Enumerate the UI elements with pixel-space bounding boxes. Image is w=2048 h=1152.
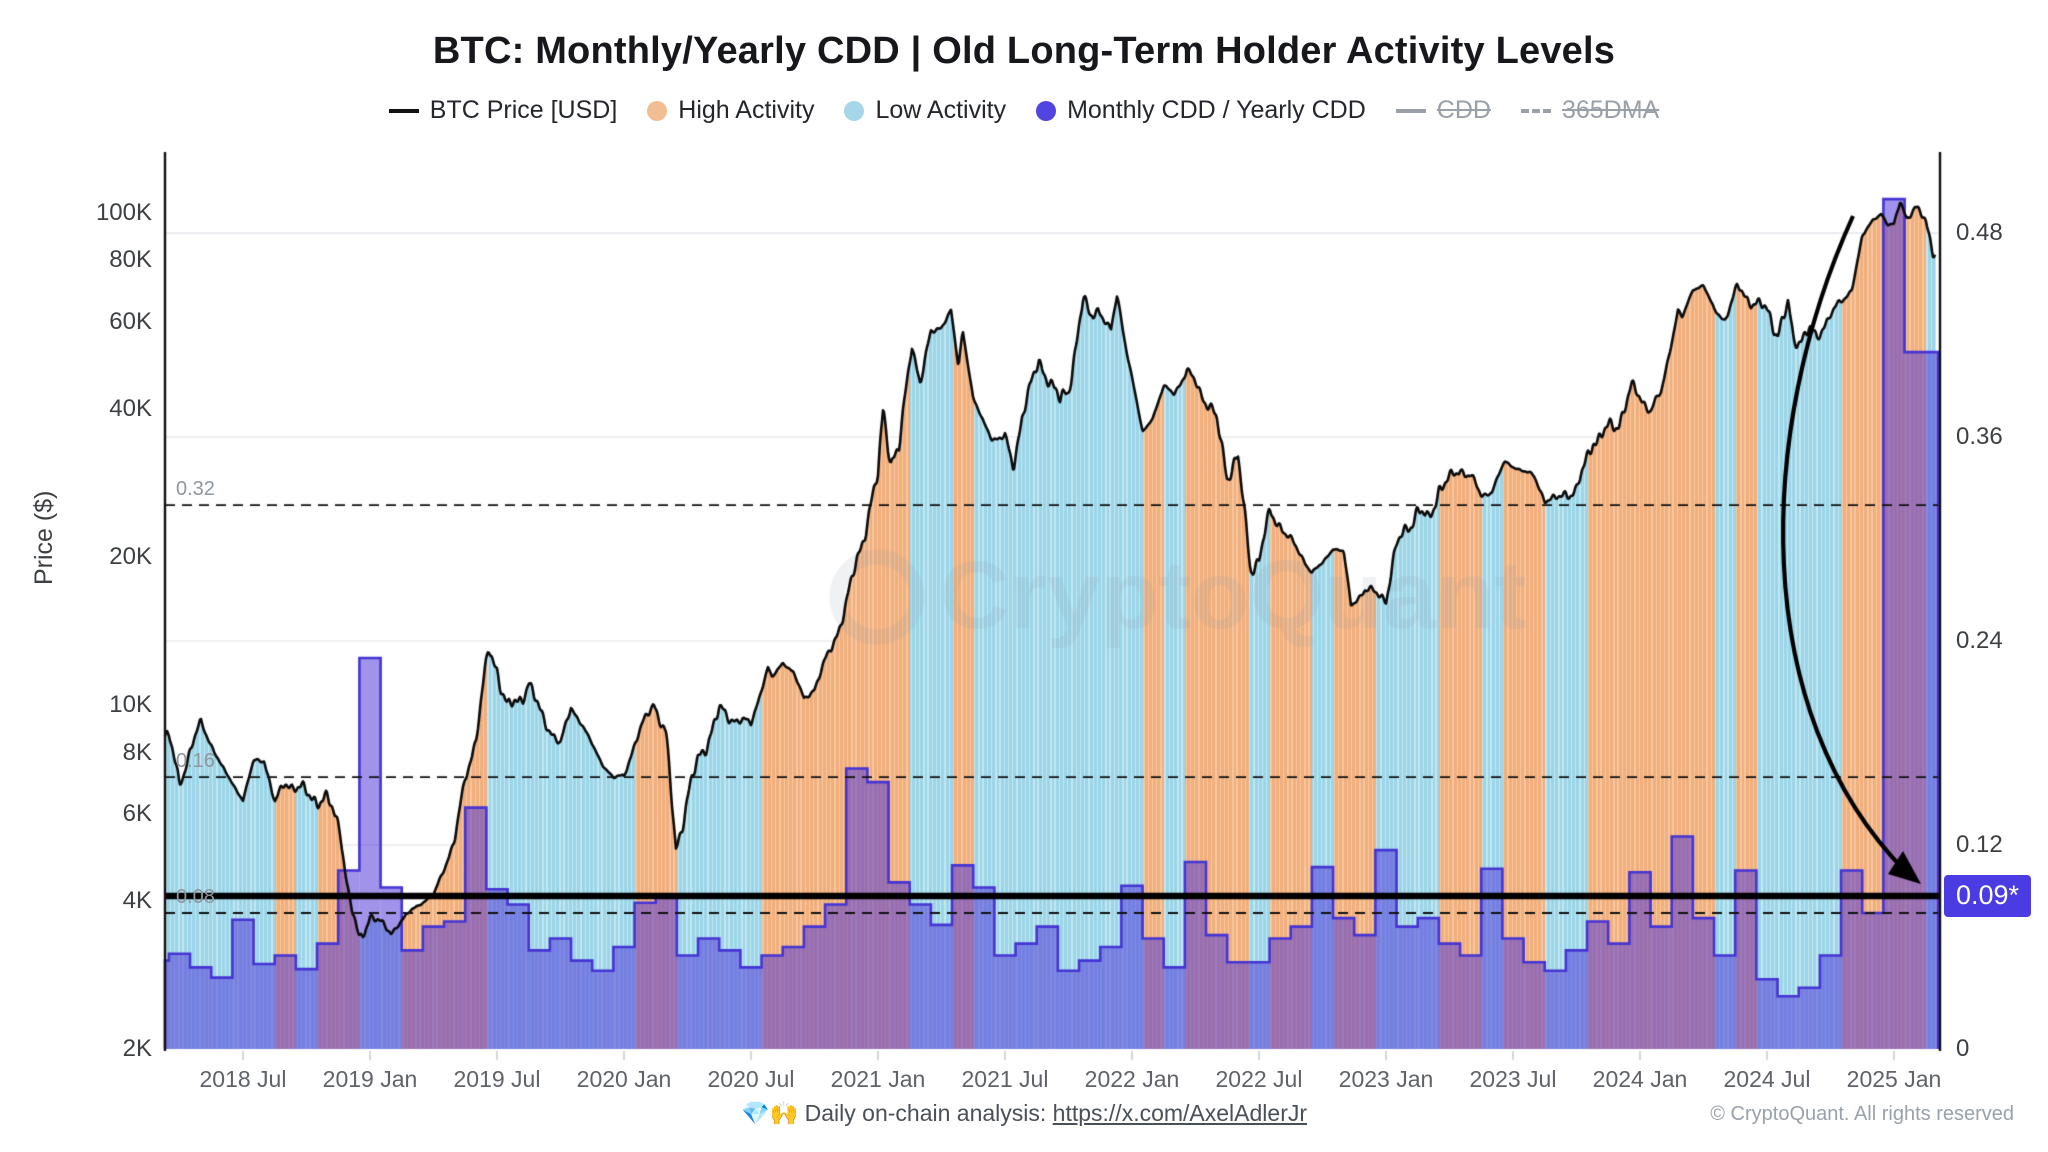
x-axis-tick-2021-Jan: 2021 Jan [830,1066,926,1092]
chart-legend: BTC Price [USD] High Activity Low Activi… [0,96,2048,125]
cdd-ratio-dot-icon [1036,100,1057,121]
legend-label-high-activity: High Activity [678,96,815,124]
right-axis-tick-0: 0 [1956,1035,1970,1062]
legend-label-low-activity: Low Activity [875,96,1007,124]
threshold-label-0.16: 0.16 [176,750,215,773]
x-axis-tick-2021-Jul: 2021 Jul [961,1066,1049,1092]
legend-item-365dma-disabled[interactable]: 365DMA [1520,96,1660,125]
x-axis-tick-2022-Jul: 2022 Jul [1215,1066,1303,1092]
left-axis-tick-40K: 40K [109,394,152,422]
x-axis-tick-2022-Jan: 2022 Jan [1084,1066,1180,1092]
x-axis-tick-2020-Jan: 2020 Jan [576,1066,672,1092]
legend-label-365dma-disabled: 365DMA [1561,96,1660,124]
x-axis-tick-2023-Jan: 2023 Jan [1338,1066,1434,1092]
legend-item-cdd-ratio[interactable]: Monthly CDD / Yearly CDD [1036,96,1366,125]
dma-dashed-swatch-icon [1520,108,1551,113]
left-axis-tick-60K: 60K [109,307,152,335]
legend-item-btc-price[interactable]: BTC Price [USD] [388,96,618,125]
right-axis-tick-0.24: 0.24 [1956,627,2003,655]
left-axis-tick-80K: 80K [109,246,152,274]
left-axis-tick-6K: 6K [122,800,152,828]
right-axis-tick-0.36: 0.36 [1956,423,2003,451]
left-axis-tick-4K: 4K [122,886,152,914]
legend-item-low-activity[interactable]: Low Activity [844,96,1006,125]
x-axis-tick-2025-Jan: 2025 Jan [1846,1066,1942,1092]
left-axis-tick-10K: 10K [109,690,152,718]
left-axis-tick-20K: 20K [109,542,152,570]
current-value-badge: 0.09* [1944,875,2032,918]
low-activity-dot-icon [844,100,865,121]
x-axis-tick-2020-Jul: 2020 Jul [707,1066,795,1092]
legend-item-cdd-disabled[interactable]: CDD [1395,96,1491,125]
x-axis-tick-2024-Jul: 2024 Jul [1723,1066,1811,1092]
x-axis-tick-2019-Jul: 2019 Jul [453,1066,541,1092]
threshold-label-0.32: 0.32 [176,478,215,501]
x-axis-tick-2023-Jul: 2023 Jul [1469,1066,1557,1092]
copyright-note: © CryptoQuant. All rights reserved [1710,1103,2014,1125]
left-axis-tick-100K: 100K [95,198,152,226]
x-axis-tick-2024-Jan: 2024 Jan [1592,1066,1688,1092]
threshold-label-0.08: 0.08 [176,886,215,908]
left-axis-title: Price ($) [30,490,58,585]
legend-label-btc-price: BTC Price [USD] [429,96,618,124]
high-activity-dot-icon [647,100,668,121]
left-axis-tick-8K: 8K [122,738,152,766]
legend-label-cdd-disabled: CDD [1436,96,1491,124]
price-line-swatch-icon [388,108,419,113]
right-axis-tick-0.48: 0.48 [1956,219,2003,247]
legend-label-cdd-ratio: Monthly CDD / Yearly CDD [1067,96,1366,124]
left-axis-tick-2K: 2K [122,1035,152,1062]
footer-note: 💎🙌 Daily on-chain analysis: https://x.co… [0,1100,2048,1127]
cdd-line-swatch-icon [1395,108,1426,113]
legend-item-high-activity[interactable]: High Activity [647,96,814,125]
x-axis-tick-2018-Jul: 2018 Jul [199,1066,287,1092]
page-title: BTC: Monthly/Yearly CDD | Old Long-Term … [432,30,1616,72]
footer-text: 💎🙌 Daily on-chain analysis: [740,1100,1053,1126]
footer-link[interactable]: https://x.com/AxelAdlerJr [1052,1100,1308,1126]
x-axis-tick-2019-Jan: 2019 Jan [322,1066,418,1092]
right-axis-tick-0.12: 0.12 [1956,831,2003,859]
